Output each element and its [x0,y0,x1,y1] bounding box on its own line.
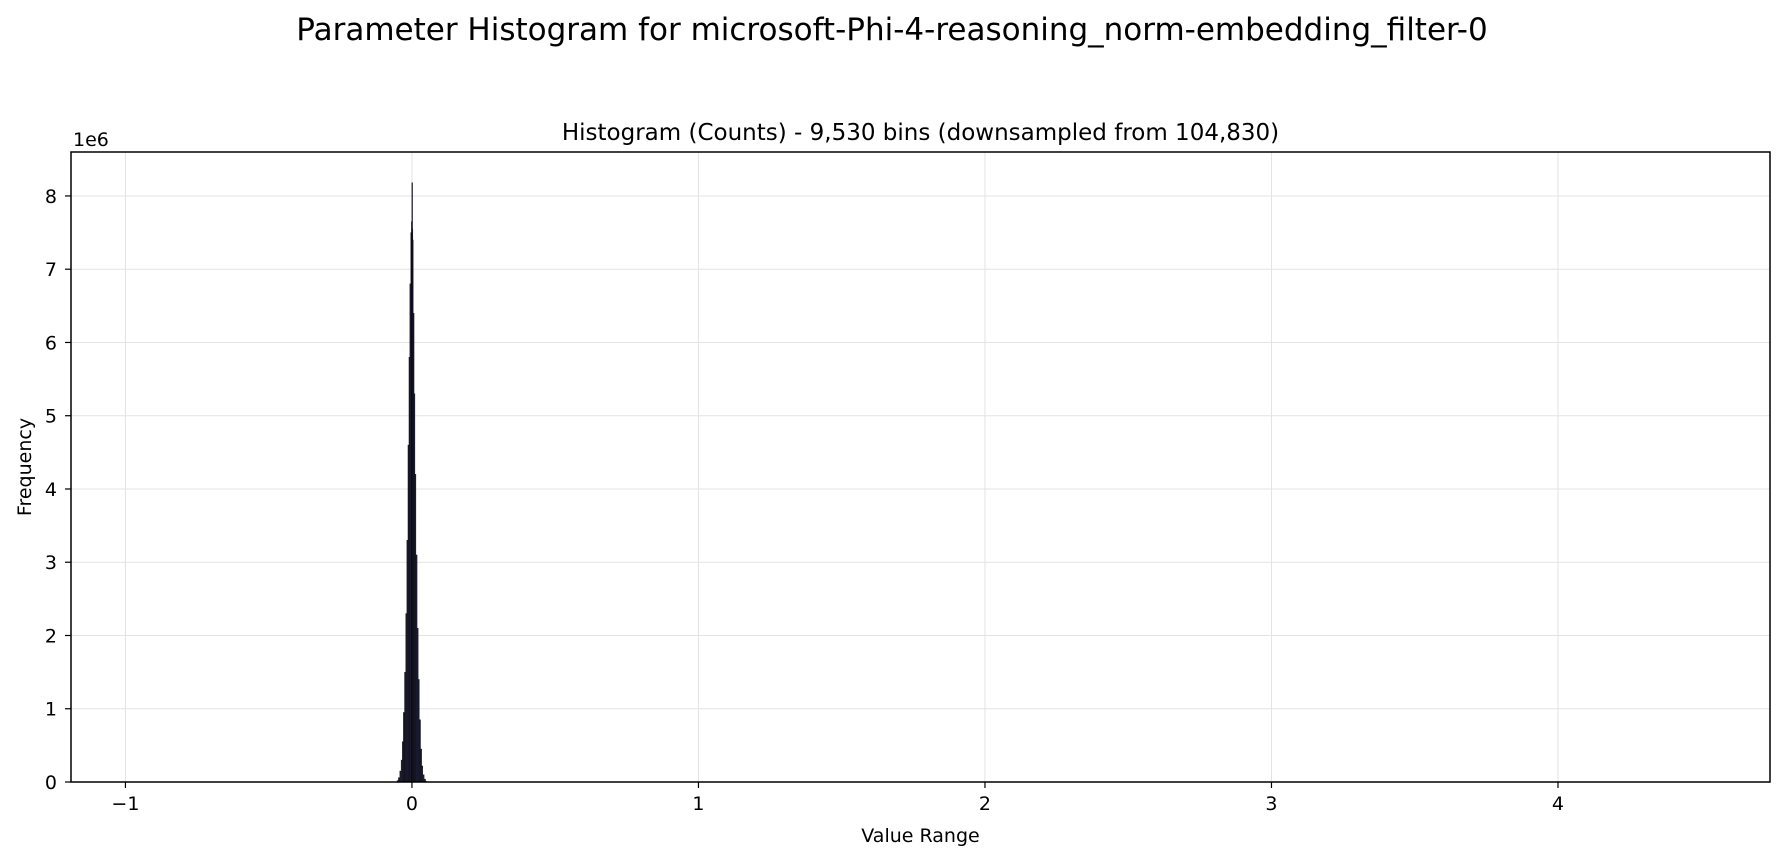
histogram-bar [403,712,405,783]
figure-title: Parameter Histogram for microsoft-Phi-4-… [296,12,1488,48]
y-tick-label: 7 [45,259,57,281]
x-tick-label: 3 [1265,793,1277,815]
x-tick-label: 2 [979,793,991,815]
histogram-bar [422,774,425,783]
histogram-bar [418,679,420,783]
y-axis-label: Frequency [14,418,36,516]
x-tick-label: 4 [1552,793,1564,815]
y-tick-label: 2 [45,625,57,647]
y-tick-label: 8 [45,186,57,208]
y-offset-label: 1e6 [73,129,109,151]
y-tick-label: 1 [45,699,57,721]
y-tick-label: 0 [45,772,57,794]
y-axis-ticks: 0 1 2 3 4 5 6 7 8 [45,186,71,794]
histogram-bar [404,671,406,783]
x-tick-label: −1 [111,793,139,815]
y-tick-label: 5 [45,406,57,428]
x-tick-label: 0 [406,793,418,815]
x-axis-ticks: −1 0 1 2 3 4 [111,782,1564,815]
histogram-bar [421,765,423,783]
y-tick-label: 6 [45,332,57,354]
histogram-bar [406,540,409,783]
grid-lines [71,152,1770,783]
histogram-bar [420,748,422,783]
histogram-bar [407,444,410,783]
histogram-bar [405,613,407,783]
y-tick-label: 3 [45,552,57,574]
chart-title: Histogram (Counts) - 9,530 bins (downsam… [562,120,1279,146]
histogram-bar [414,474,417,783]
histogram-bar [400,759,403,783]
histogram-bar [399,770,402,783]
histogram-bar [416,628,419,783]
histogram-bar [415,554,418,783]
plot-frame [70,151,1771,783]
y-tick-label: 4 [45,479,57,501]
x-tick-label: 1 [692,793,704,815]
x-axis-label: Value Range [861,825,979,847]
histogram-bar [402,741,404,783]
histogram-bars [396,182,427,783]
histogram-bar [419,719,421,783]
